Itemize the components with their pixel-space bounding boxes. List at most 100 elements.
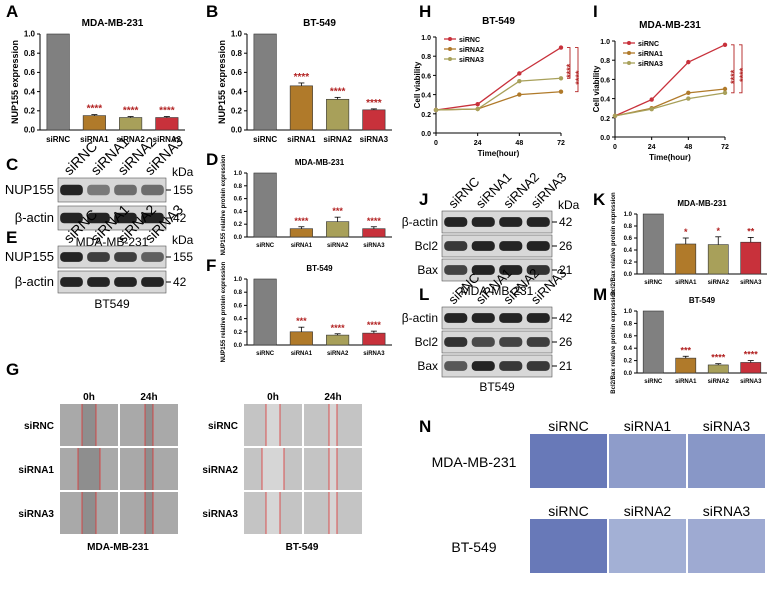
blot-c-row-label: NUP155 [5,182,54,197]
transwell-col-siRNA1: siRNA1 [624,418,672,434]
chart-h-line-siRNC [435,47,562,111]
chart-f-bar-siRNA2 [326,334,350,346]
chart-i-point-siRNA1 [722,86,728,92]
chart-d-xtick-siRNA2: siRNA2 [327,243,349,249]
chart-m-ytick-label: 0.6 [624,334,633,340]
chart-k-sig-siRNA2: * [716,226,720,236]
wound-right-scratch [266,492,280,534]
chart-b-ytick-label: 0.4 [231,87,243,96]
blot-l-band [526,313,550,323]
chart-i-point-siRNA3 [722,90,728,96]
chart-h-line-siRNA3 [435,77,562,111]
chart-h-xlabel: Time(hour) [478,149,520,158]
blot-c-band [60,184,83,196]
chart-k-ytick-label: 0.8 [624,224,633,230]
chart-a-xtick-siRNA2: siRNA2 [116,135,145,144]
wound-right-row-siRNA2: siRNA2 [202,465,238,476]
chart-h-ytick-label: 0.8 [421,54,431,61]
blot-j-band [499,217,523,227]
wound-right-caption: BT-549 [286,542,319,553]
chart-m-ytick-label: 0.4 [624,346,633,352]
transwell-col-siRNC: siRNC [548,503,588,519]
wound-assay-mda: 0h 24h siRNC siRNA1 siRNA3 MDA-MB-231 [18,390,210,592]
chart-d-ytick-label: 0.4 [234,209,243,215]
blot-e-band [141,252,164,262]
bar-chart-d: MDA-MB-231 0.0 0.2 0.4 0.6 0.8 1.0 NUP155 relat… [221,154,392,255]
chart-f-sig-siRNA2: **** [331,323,346,333]
chart-i-legend-marker [627,51,631,55]
chart-d-bar-siRNA1 [289,228,313,238]
chart-k-bar-siRNA1 [675,243,697,275]
chart-i-ylabel: Cell viability [592,65,601,112]
blot-l-band [471,313,495,323]
chart-b-xtick-siRNC: siRNC [253,135,277,144]
chart-i-ytick-label: 0.0 [600,135,610,142]
panel-label-a: A [6,2,19,21]
blot-j-band [444,217,468,227]
chart-m-bar-siRNC [642,310,664,374]
chart-i-ytick-label: 0.2 [600,116,610,123]
transwell-row-BT-549: BT-549 [451,539,496,555]
blot-l-band [499,361,523,371]
chart-f-ytick-label: 0.8 [234,290,243,296]
chart-k-xtick-siRNC: siRNC [644,280,663,286]
chart-f-ytick-label: 0.4 [234,317,243,323]
chart-i-line-siRNA3 [614,92,726,117]
chart-i-legend-siRNC: siRNC [638,41,659,48]
blot-c-unit: kDa [172,165,194,179]
panel-label-n: N [419,417,432,436]
transwell-cell-stain [688,434,765,488]
bar-chart-b: BT-549 0.0 0.2 0.4 0.6 0.8 1.0 NUP155 expressio… [217,18,392,144]
blot-j-kda-21: 21 [559,263,573,277]
chart-k-bar-siRNC [642,213,664,275]
chart-i-xtick-label: 24 [648,144,656,151]
chart-b-ytick-label: 0.0 [231,126,243,135]
panel-label-c: C [6,155,19,174]
line-chart-h: BT-549 0.0 0.2 0.4 0.6 0.8 1.0 0 24 48 72 Time(hour… [413,16,584,158]
chart-i-point-siRNA1 [686,90,691,96]
blot-j-band [499,265,523,275]
chart-h-legend-marker [448,37,452,41]
wound-left-row-siRNA1: siRNA1 [18,465,54,476]
blot-e-kda-42: 42 [173,275,187,289]
blot-l-band [471,361,495,371]
chart-d-bar-siRNC [253,172,277,238]
chart-h-sig-2: **** [574,70,584,85]
chart-h-point-siRNA3 [558,76,564,81]
blot-l-band [471,337,495,347]
blot-e-caption: BT549 [94,297,130,311]
panel-label-e: E [6,228,18,247]
chart-h-legend-marker [448,47,452,51]
transwell-col-siRNA3: siRNA3 [703,418,751,434]
chart-i-line-siRNA1 [614,88,726,117]
chart-m-ytick-label: 0.8 [624,321,633,327]
chart-h-xtick-label: 72 [557,140,565,147]
chart-h-point-siRNC [475,102,480,107]
panel-label-k: K [593,190,606,209]
wound-right-scratch [266,404,280,446]
chart-f-sig-siRNA3: **** [367,320,382,330]
wound-left-scratch [145,492,153,534]
chart-k-xtick-siRNA3: siRNA3 [740,280,762,286]
chart-i-xtick-label: 0 [613,144,617,151]
blot-l-band [526,337,550,347]
blot-l-band [499,337,523,347]
chart-i-legend-siRNA3: siRNA3 [638,61,663,68]
blot-c-band [114,184,137,196]
chart-d-bar-siRNA3 [362,228,386,238]
chart-i-ytick-label: 0.6 [600,77,610,84]
blot-j-row-label: Bcl2 [415,239,439,253]
blot-j-row-label: Bax [417,263,438,277]
chart-h-legend-siRNA3: siRNA3 [459,57,484,64]
chart-h-ytick-label: 0.0 [421,131,431,138]
chart-f-xtick-siRNA2: siRNA2 [327,351,349,357]
transwell-row-MDA-MB-231: MDA-MB-231 [432,454,517,470]
chart-h-point-siRNA3 [475,106,480,112]
panel-label-h: H [419,2,432,21]
blot-c-row-label: β-actin [15,210,54,225]
chart-f-xtick-siRNC: siRNC [256,351,275,357]
wound-right-row-siRNC: siRNC [208,421,238,432]
chart-i-point-siRNA3 [649,106,654,112]
chart-d-ytick-label: 0.6 [234,197,243,203]
wound-left-col-24h: 24h [140,392,157,403]
